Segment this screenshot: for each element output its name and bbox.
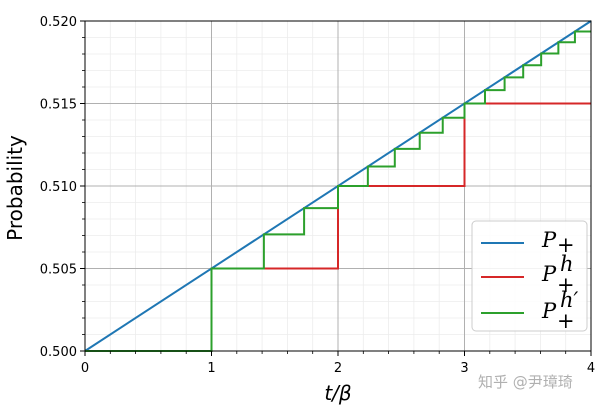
svg-text:h: h — [560, 252, 574, 276]
series-layer — [84, 20, 592, 352]
y-tick-label: 0.505 — [40, 263, 77, 278]
x-axis-label: t/β — [324, 381, 352, 405]
y-axis-label: Probability — [3, 135, 27, 241]
legend: P + P + h P + h′ — [471, 220, 588, 333]
x-tick-label: 2 — [334, 361, 342, 376]
x-tick-label: 4 — [587, 361, 595, 376]
legend-label-p-plus: P + — [541, 228, 575, 257]
svg-text:P: P — [541, 228, 557, 252]
series-p-plus-h-prime-line — [85, 30, 591, 352]
svg-text:+: + — [557, 233, 575, 257]
svg-text:P: P — [541, 299, 557, 323]
legend-label-p-plus-h: P + h — [541, 252, 575, 297]
y-tick-label: 0.500 — [40, 345, 77, 360]
y-tick-label: 0.515 — [40, 98, 77, 113]
x-tick-label: 1 — [207, 361, 215, 376]
watermark: 知乎 @尹璋琦 — [478, 373, 573, 391]
legend-label-p-plus-h-prime: P + h′ — [541, 288, 579, 333]
y-tick-label: 0.510 — [40, 180, 77, 195]
svg-text:+: + — [557, 309, 575, 333]
y-ticks: 0.500 0.505 0.510 0.515 0.520 — [40, 15, 85, 360]
x-tick-label: 3 — [460, 361, 468, 376]
svg-text:+: + — [557, 273, 575, 297]
svg-text:P: P — [541, 262, 557, 286]
x-ticks: 0 1 2 3 4 — [81, 351, 595, 376]
y-tick-label: 0.520 — [40, 15, 77, 30]
x-tick-label: 0 — [81, 361, 89, 376]
legend-box — [471, 220, 588, 332]
svg-text:h′: h′ — [560, 288, 579, 312]
